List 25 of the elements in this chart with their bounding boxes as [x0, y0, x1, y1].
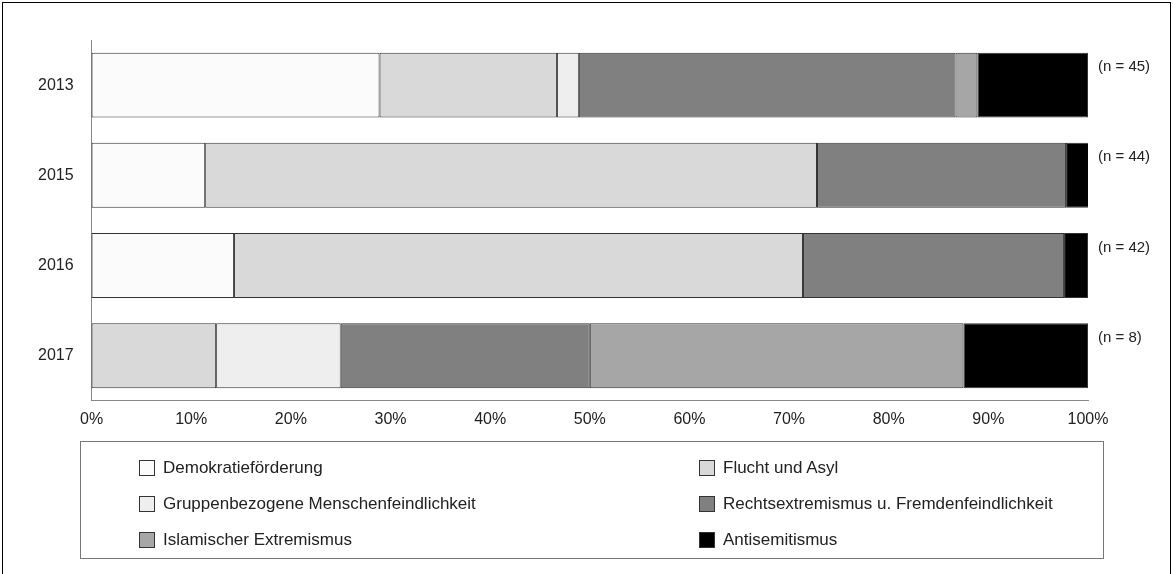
- x-tick-label: 0%: [80, 409, 104, 427]
- text: (n = 45): [1098, 57, 1151, 75]
- x-tick-label: 70%: [773, 409, 806, 427]
- x-tick-label: 90%: [972, 409, 1005, 427]
- legend-label: Antisemitismus: [723, 530, 838, 550]
- legend-label: Demokratieförderung: [163, 458, 323, 478]
- x-tick-label: 50%: [573, 409, 606, 427]
- legend-label: Rechtsextremismus u. Fremdenfeindlichkeit: [723, 494, 1053, 514]
- x-tick-label: 60%: [673, 409, 706, 427]
- y-tick-label: 2016: [38, 255, 74, 273]
- y-tick-label: 2015: [38, 165, 74, 183]
- x-tick-label: 10%: [175, 409, 208, 427]
- legend-label: Islamischer Extremismus: [163, 530, 352, 550]
- y-tick-label: 2017: [38, 346, 74, 364]
- legend-label: Gruppenbezogene Menschenfeindlichkeit: [163, 494, 476, 514]
- x-tick-label: 30%: [374, 409, 407, 427]
- text: (n = 44): [1098, 147, 1151, 165]
- x-tick-label: 100%: [1067, 409, 1109, 427]
- legend-label: Flucht und Asyl: [723, 458, 839, 478]
- text: (n = 8): [1098, 327, 1142, 345]
- x-tick-label: 40%: [474, 409, 507, 427]
- y-tick-label: 2013: [38, 75, 74, 93]
- text: (n = 42): [1098, 237, 1151, 255]
- x-tick-label: 80%: [872, 409, 905, 427]
- x-tick-label: 20%: [274, 409, 307, 427]
